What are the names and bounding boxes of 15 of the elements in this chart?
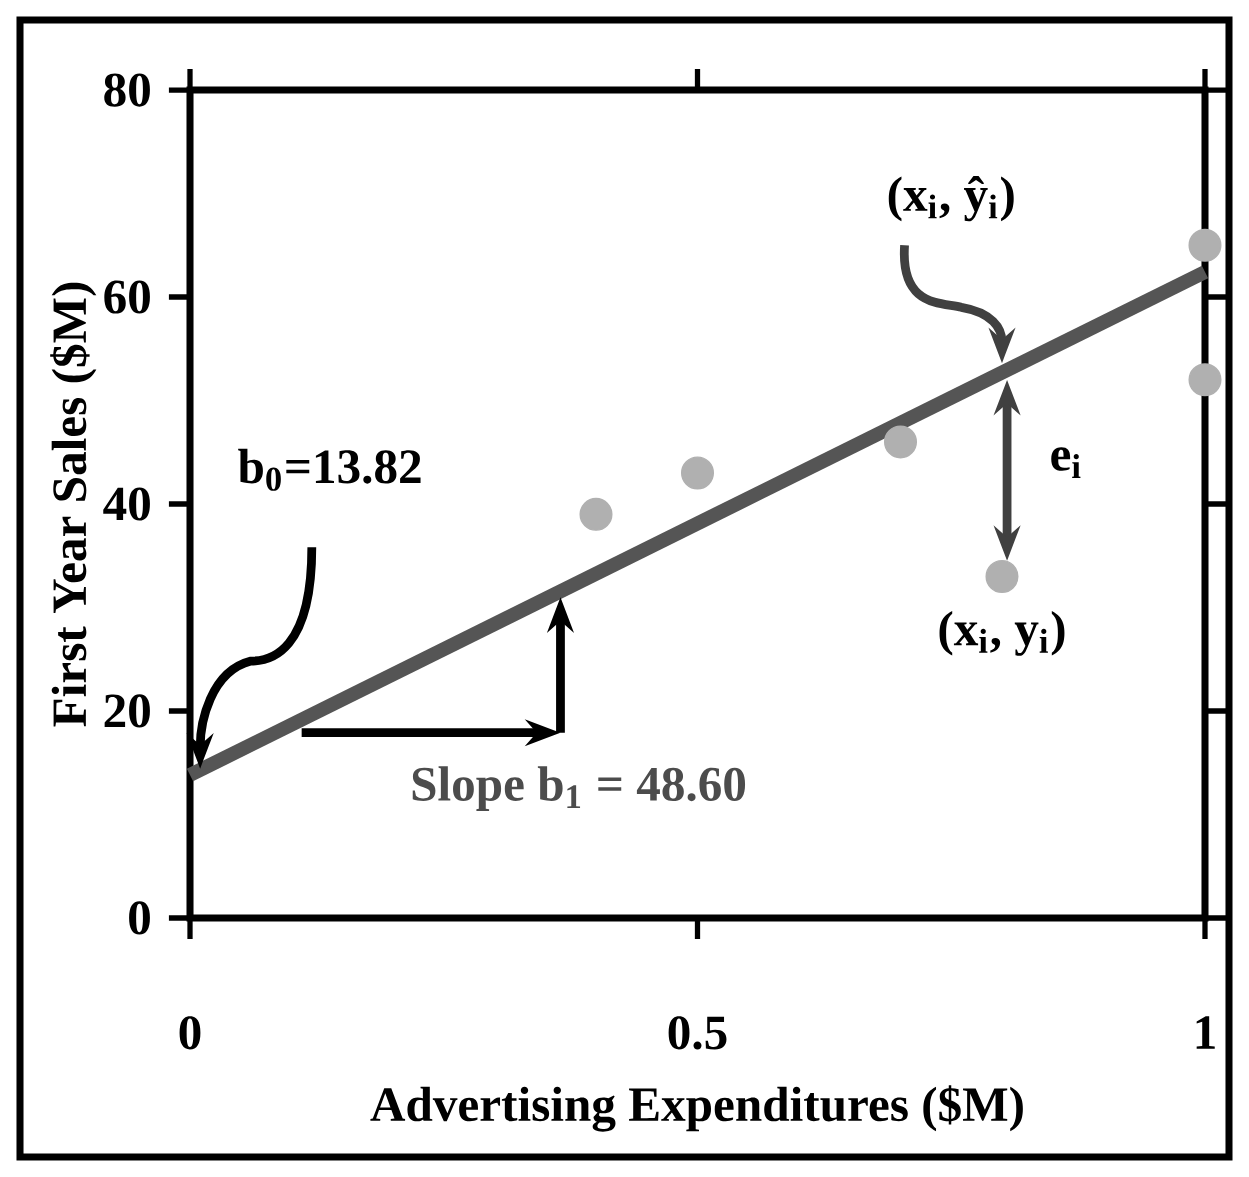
- annotation: b$_{0}$=13.82: [238, 448, 421, 491]
- y-tick-label: 20: [104, 694, 150, 728]
- y-axis-title: First Year Sales ($M): [50, 282, 97, 727]
- annotation: Slope b$_{1}$ = 48.60: [412, 766, 746, 811]
- y-tick-label: 40: [103, 487, 150, 521]
- x-tick-label: 0.5: [668, 1016, 727, 1050]
- annotation: (x$_{i}$, ŷ$_{i}$): [888, 175, 1014, 222]
- annotation: e$_{i}$: [1051, 447, 1081, 478]
- annotation: (x$_{i}$, y$_{i}$): [939, 610, 1065, 656]
- y-tick-label: 60: [104, 280, 150, 314]
- y-tick-label: 0: [129, 901, 150, 935]
- x-tick-label: 1: [1196, 1016, 1215, 1049]
- y-tick-label: 80: [104, 73, 150, 107]
- x-tick-label: 0: [179, 1016, 201, 1050]
- x-axis-title: Advertising Expenditures ($M): [370, 1085, 1023, 1132]
